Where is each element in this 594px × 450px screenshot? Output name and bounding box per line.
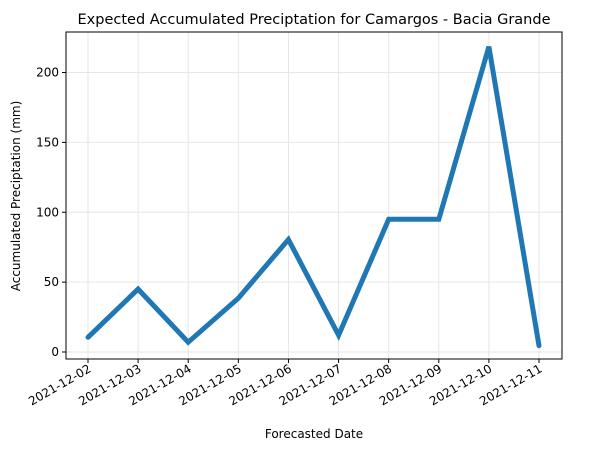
plot-frame <box>65 31 563 360</box>
grid <box>66 32 562 359</box>
x-axis-label: Forecasted Date <box>265 427 363 441</box>
chart-title: Expected Accumulated Preciptation for Ca… <box>78 12 551 28</box>
y-tick-label: 100 <box>36 205 59 219</box>
y-tick-label: 0 <box>51 345 59 359</box>
y-axis: 0 50 100 150 200 <box>36 66 66 359</box>
x-axis: 2021-12-022021-12-032021-12-042021-12-05… <box>26 359 545 408</box>
series-layer <box>85 46 542 349</box>
y-axis-label: Accumulated Preciptation (mm) <box>9 101 23 292</box>
y-tick-label: 150 <box>36 135 59 149</box>
y-tick-label: 200 <box>36 66 59 80</box>
series-line <box>85 46 542 349</box>
y-tick-label: 50 <box>44 275 59 289</box>
